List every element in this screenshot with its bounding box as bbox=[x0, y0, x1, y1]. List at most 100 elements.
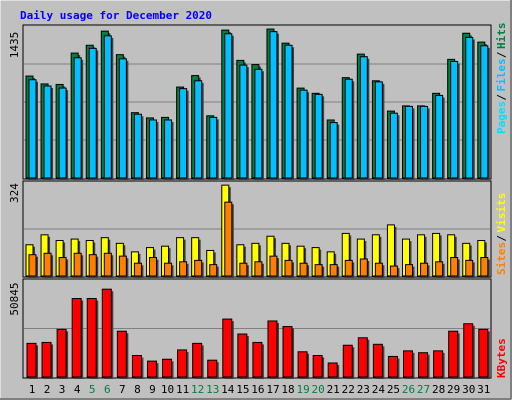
kbytes-bar bbox=[433, 350, 444, 378]
legend-separator: / bbox=[495, 51, 508, 58]
kbytes-bar bbox=[146, 360, 157, 378]
sites-bar bbox=[58, 257, 67, 277]
day-label: 22 bbox=[342, 383, 355, 396]
sites-bar bbox=[239, 262, 248, 277]
kbytes-bar bbox=[41, 341, 52, 378]
files-bar bbox=[88, 47, 97, 179]
day-label: 8 bbox=[134, 383, 141, 396]
legend-hits-files-pages: Pages/Files/Hits bbox=[495, 23, 508, 135]
files-bar bbox=[148, 119, 157, 179]
sites-bar bbox=[194, 259, 203, 277]
legend-kbytes: KBytes bbox=[495, 338, 508, 378]
files-bar bbox=[103, 35, 112, 179]
panel2-ymax-label: 324 bbox=[8, 183, 21, 203]
files-bar bbox=[164, 119, 173, 179]
kbytes-bar bbox=[222, 318, 233, 378]
kbytes-bar bbox=[448, 330, 459, 378]
chart-title: Daily usage for December 2020 bbox=[20, 9, 212, 22]
legend-files: Files bbox=[495, 58, 508, 91]
files-bar bbox=[329, 122, 338, 179]
kbytes-bar bbox=[372, 343, 383, 378]
sites-bar bbox=[164, 262, 173, 277]
files-bar bbox=[480, 45, 489, 179]
legend-separator: / bbox=[495, 235, 508, 242]
legend-hits: Hits bbox=[495, 23, 508, 50]
day-label: 1 bbox=[29, 383, 36, 396]
files-bar bbox=[299, 89, 308, 179]
files-bar bbox=[239, 64, 248, 179]
sites-bar bbox=[405, 264, 413, 277]
day-labels: 1 2 3 4 5 6 7 8 9 10 11 12 13 14 15 16 17 18 19 20 21 22 23 24 2… bbox=[29, 383, 491, 396]
files-bar bbox=[405, 105, 413, 179]
sites-bar bbox=[103, 252, 112, 277]
files-bar bbox=[269, 31, 278, 179]
day-label: 13 bbox=[206, 383, 219, 396]
day-label: 24 bbox=[372, 383, 386, 396]
day-label: 11 bbox=[176, 383, 189, 396]
kbytes-bar bbox=[86, 298, 97, 378]
day-label: 2 bbox=[44, 383, 51, 396]
hits-files-pages-bars bbox=[25, 28, 490, 181]
files-bar bbox=[374, 81, 383, 179]
day-label: 21 bbox=[327, 383, 340, 396]
sites-bar bbox=[465, 259, 474, 277]
files-bar bbox=[43, 85, 52, 179]
legend-separator: / bbox=[495, 94, 508, 101]
files-bar bbox=[224, 33, 233, 179]
day-label: 29 bbox=[447, 383, 460, 396]
kbytes-bar bbox=[101, 288, 112, 378]
sites-bar bbox=[118, 255, 127, 277]
files-bar bbox=[254, 68, 263, 179]
day-label: 14 bbox=[221, 383, 235, 396]
kbytes-bar bbox=[71, 298, 82, 378]
day-label: 31 bbox=[477, 383, 490, 396]
legend-pages: Pages bbox=[495, 101, 508, 134]
sites-bar bbox=[28, 254, 37, 277]
legend-visits: Visits bbox=[495, 193, 508, 233]
files-bar bbox=[450, 60, 459, 179]
kbytes-bar bbox=[403, 350, 413, 378]
sites-bar bbox=[359, 258, 368, 277]
sites-bar bbox=[435, 261, 444, 277]
day-label: 10 bbox=[161, 383, 174, 396]
day-label: 19 bbox=[296, 383, 309, 396]
kbytes-bar bbox=[297, 351, 308, 378]
files-bar bbox=[344, 78, 353, 179]
files-bar bbox=[209, 116, 218, 179]
day-label: 25 bbox=[387, 383, 400, 396]
day-label: 27 bbox=[417, 383, 430, 396]
kbytes-bar bbox=[478, 328, 489, 378]
files-bar bbox=[284, 44, 293, 179]
day-label: 28 bbox=[432, 383, 445, 396]
sites-bar bbox=[179, 261, 188, 277]
files-bar bbox=[389, 112, 398, 179]
sites-bar bbox=[329, 264, 338, 277]
kbytes-bar bbox=[192, 342, 203, 378]
day-label: 17 bbox=[266, 383, 279, 396]
kbytes-bar bbox=[237, 333, 248, 378]
legend-visits-sites: Sites/ Visits bbox=[495, 193, 508, 275]
panel1-ymax-label: 1435 bbox=[8, 32, 21, 59]
files-bar bbox=[314, 93, 323, 179]
sites-bar bbox=[269, 255, 278, 277]
sites-bar bbox=[450, 257, 459, 277]
panel3-ymax-label: 50845 bbox=[8, 282, 21, 315]
day-label: 7 bbox=[119, 383, 126, 396]
kbytes-bars bbox=[26, 288, 490, 379]
kbytes-bar bbox=[342, 344, 353, 378]
sites-bar bbox=[73, 252, 82, 277]
day-label: 16 bbox=[251, 383, 264, 396]
legend-kbytes: KBytes bbox=[495, 338, 508, 378]
kbytes-bar bbox=[26, 342, 37, 378]
day-label: 6 bbox=[104, 383, 111, 396]
kbytes-bar bbox=[357, 337, 368, 378]
sites-bar bbox=[480, 257, 489, 277]
files-bar bbox=[133, 113, 142, 179]
visits-sites-bars bbox=[25, 184, 490, 278]
kbytes-bar bbox=[418, 352, 429, 378]
kbytes-bar bbox=[56, 328, 67, 378]
kbytes-bar bbox=[177, 349, 188, 378]
files-bar bbox=[58, 87, 67, 179]
sites-bar bbox=[43, 252, 52, 277]
kbytes-bar bbox=[252, 341, 263, 378]
